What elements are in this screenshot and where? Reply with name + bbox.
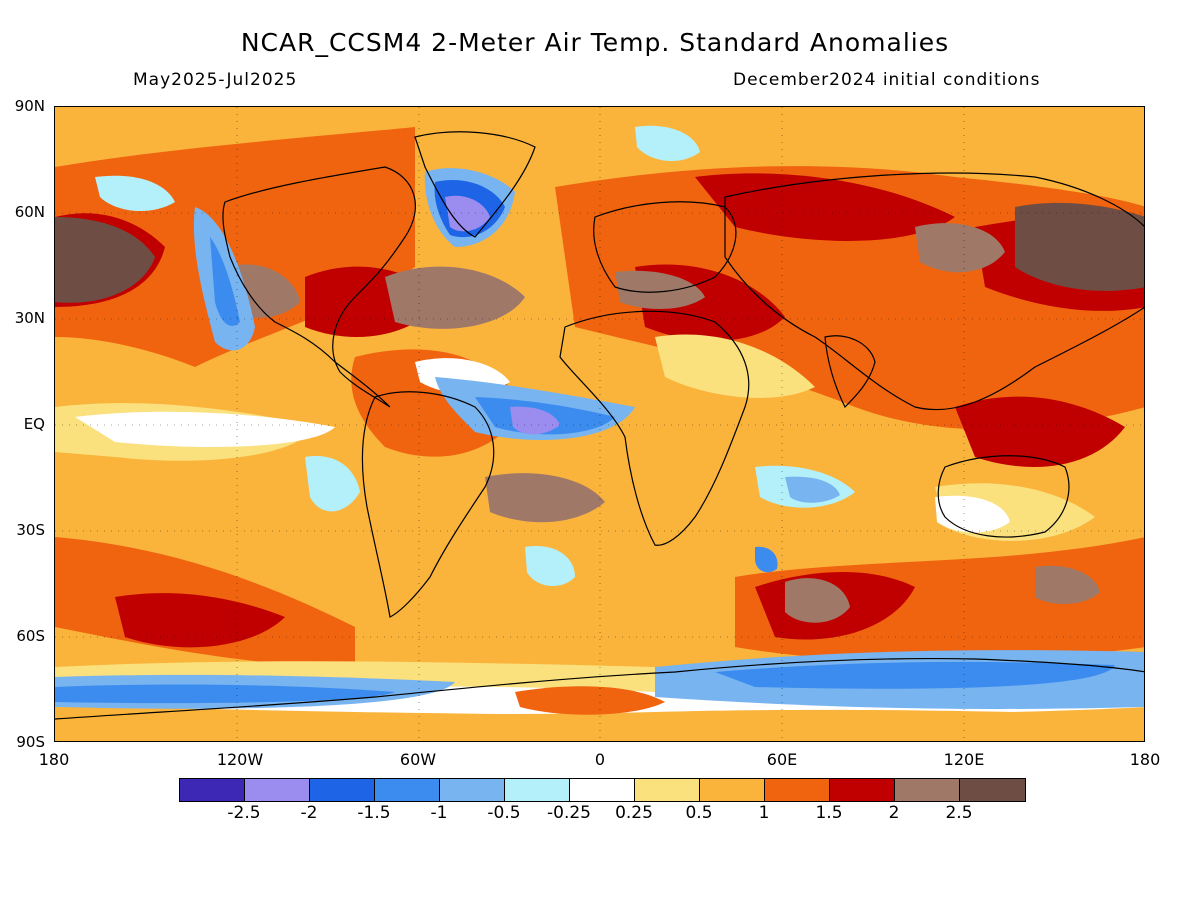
india-outline	[824, 335, 876, 409]
colorbar-label: -1	[430, 803, 448, 823]
asia-outline	[724, 172, 1144, 411]
lon-label-180e: 180	[1129, 750, 1161, 769]
lat-label-eq: EQ	[23, 415, 45, 433]
colorbar-label: 1.5	[815, 803, 843, 823]
colorbar-swatch	[245, 779, 310, 801]
lat-label-90n: 90N	[14, 97, 45, 115]
colorbar-label: -1.5	[357, 803, 391, 823]
colorbar-label: 2	[888, 803, 900, 823]
colorbar-label: -2	[300, 803, 318, 823]
initial-conditions: December2024 initial conditions	[733, 70, 1041, 90]
colorbar-label: 0.25	[615, 803, 653, 823]
cool-anomaly-regions	[55, 125, 1144, 709]
colorbar	[179, 778, 1026, 802]
anomaly-map	[54, 106, 1145, 742]
antarctic-strong-warm	[515, 686, 665, 715]
colorbar-swatch	[960, 779, 1025, 801]
colorbar-swatch	[830, 779, 895, 801]
colorbar-label: 0.5	[685, 803, 713, 823]
lon-label-180w: 180	[38, 750, 70, 769]
strong-warm-anomaly-regions	[55, 202, 1144, 623]
colorbar-swatch	[700, 779, 765, 801]
colorbar-swatch	[765, 779, 830, 801]
coastlines	[55, 131, 1144, 720]
antarctica-outline	[55, 657, 1144, 720]
chart-title: NCAR_CCSM4 2-Meter Air Temp. Standard An…	[240, 28, 950, 57]
colorbar-label: 1	[758, 803, 770, 823]
europe-outline	[593, 201, 737, 293]
south-america-outline	[361, 391, 495, 618]
colorbar-label: -2.5	[227, 803, 261, 823]
greenland-outline	[414, 131, 536, 238]
lon-label-60e: 60E	[766, 750, 798, 769]
colorbar-label: -0.25	[547, 803, 591, 823]
lon-label-0: 0	[594, 750, 606, 769]
colorbar-swatch	[440, 779, 505, 801]
colorbar-swatch	[570, 779, 635, 801]
colorbar-label: -0.5	[487, 803, 521, 823]
australia-outline	[937, 455, 1070, 538]
colorbar-label: 2.5	[945, 803, 973, 823]
colorbar-swatch	[310, 779, 375, 801]
lat-label-30s: 30S	[16, 521, 45, 539]
colorbar-swatch	[375, 779, 440, 801]
africa-outline	[559, 310, 750, 546]
north-america-outline	[222, 166, 416, 408]
colorbar-swatch	[635, 779, 700, 801]
lat-label-60s: 60S	[16, 627, 45, 645]
lon-label-60w: 60W	[399, 750, 437, 769]
lat-label-90s: 90S	[16, 733, 45, 751]
lat-label-30n: 30N	[14, 309, 45, 327]
lon-label-120e: 120E	[943, 750, 985, 769]
forecast-period: May2025-Jul2025	[133, 70, 298, 90]
colorbar-swatch	[180, 779, 245, 801]
colorbar-swatch	[505, 779, 570, 801]
lat-label-60n: 60N	[14, 203, 45, 221]
lon-label-120w: 120W	[216, 750, 264, 769]
antarctic-warm-band	[55, 707, 1144, 741]
colorbar-swatch	[895, 779, 960, 801]
